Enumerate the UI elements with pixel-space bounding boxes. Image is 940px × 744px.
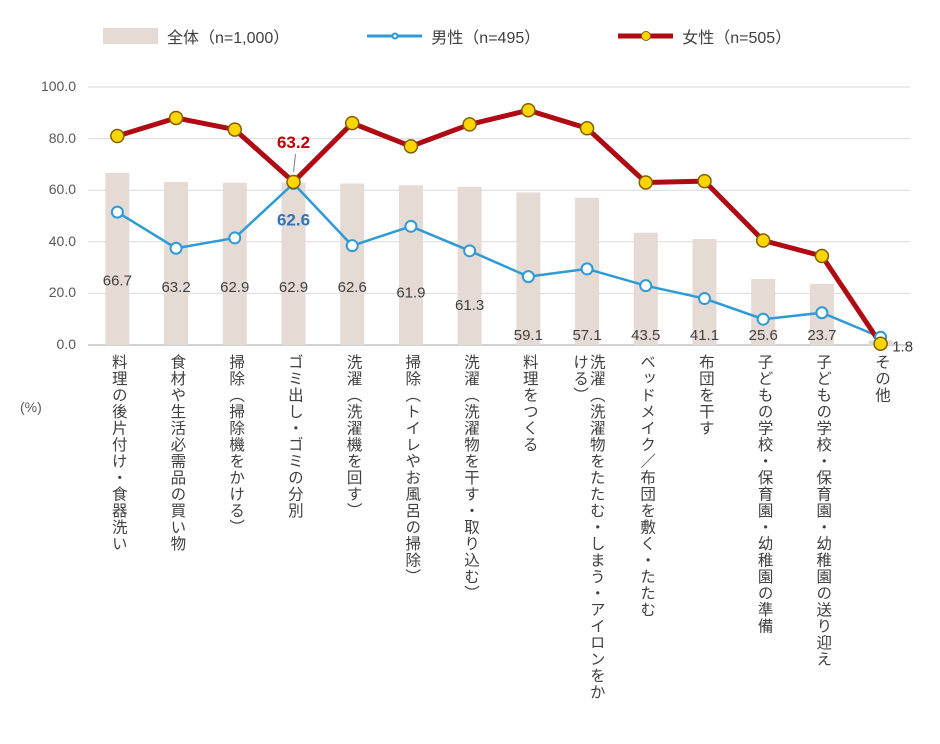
bar-value-label: 59.1	[514, 327, 543, 344]
bar-value-label: 41.1	[690, 327, 719, 344]
bar-value-label: 23.7	[807, 327, 836, 344]
line-female	[114, 107, 884, 347]
bar-value-label: 63.2	[161, 279, 190, 296]
bar-zentai	[751, 278, 776, 345]
legend-marker-female-icon	[640, 31, 651, 41]
legend: 全体（n=1,000） 男性（n=495） 女性（n=505）	[103, 24, 791, 48]
bar-zentai	[398, 185, 423, 345]
data-point-female	[403, 139, 419, 154]
bar-value-label: 57.1	[572, 327, 601, 344]
bar-value-label: 62.9	[220, 279, 249, 296]
bar-value-label: 62.6	[338, 279, 367, 296]
data-point-male	[110, 205, 124, 219]
annotation-leader-line	[293, 153, 296, 172]
data-point-female	[110, 128, 125, 144]
line-male	[116, 182, 882, 339]
data-point-female	[462, 117, 477, 132]
legend-label-female: 女性（n=505）	[682, 30, 792, 47]
bar-value-label: 61.3	[455, 297, 484, 314]
data-point-male	[228, 231, 242, 245]
data-point-male	[169, 241, 183, 255]
data-point-male	[698, 292, 711, 306]
bar-value-label: 61.9	[396, 284, 425, 301]
data-point-female	[344, 115, 360, 131]
legend-label-male: 男性（n=495）	[431, 30, 541, 47]
bar-value-label: 25.6	[749, 327, 778, 344]
data-point-male	[756, 312, 770, 326]
legend-marker-male-icon	[391, 32, 399, 40]
data-point-male	[345, 239, 359, 253]
data-point-female	[697, 173, 712, 189]
legend-line-swatch-male	[367, 28, 423, 44]
data-point-female	[521, 102, 536, 118]
data-point-male	[639, 279, 653, 293]
data-point-female	[638, 175, 654, 190]
legend-item-male: 男性（n=495）	[367, 24, 540, 48]
bar-value-label: 66.7	[103, 273, 132, 290]
legend-item-zentai: 全体（n=1,000）	[103, 24, 289, 48]
data-point-male	[404, 219, 418, 233]
bar-zentai	[281, 182, 306, 345]
bar-zentai	[692, 238, 717, 345]
legend-bar-swatch	[103, 28, 158, 44]
bar-value-label: 43.5	[631, 327, 660, 344]
annotation-label: 62.6	[277, 210, 310, 229]
bar-value-label: 1.8	[892, 338, 913, 355]
bar-zentai	[457, 186, 482, 345]
data-point-female	[873, 336, 888, 351]
data-point-female	[814, 248, 830, 264]
legend-line-swatch-female	[618, 28, 674, 44]
bar-zentai	[222, 182, 247, 345]
bar-zentai	[340, 183, 365, 345]
data-point-female	[755, 233, 771, 248]
data-point-female	[579, 121, 595, 136]
data-point-male	[463, 244, 477, 258]
data-point-female	[286, 174, 301, 190]
y-axis-unit-label: (%)	[20, 399, 42, 415]
bar-zentai	[516, 192, 541, 345]
bar-zentai	[164, 181, 189, 345]
annotation-label: 63.2	[277, 133, 310, 152]
data-point-female	[227, 122, 243, 137]
data-point-male	[580, 262, 594, 276]
data-point-male	[815, 306, 829, 320]
bar-value-label: 62.9	[279, 279, 308, 296]
legend-item-female: 女性（n=505）	[618, 24, 791, 48]
legend-label-zentai: 全体（n=1,000）	[167, 30, 290, 47]
data-point-female	[168, 110, 184, 126]
bar-zentai	[105, 172, 130, 345]
data-point-male	[521, 270, 535, 284]
